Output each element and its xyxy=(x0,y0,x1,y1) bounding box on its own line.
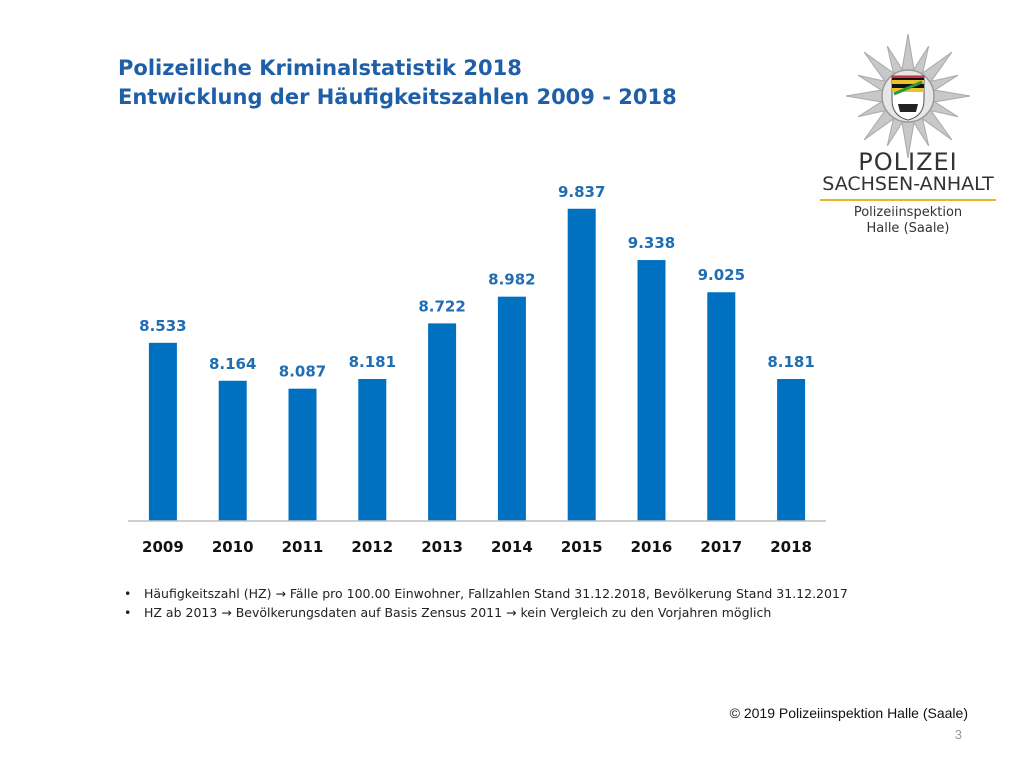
logo-divider xyxy=(820,199,996,201)
data-label-2009: 8.533 xyxy=(139,317,186,335)
bar-2012 xyxy=(358,379,387,521)
data-label-2013: 8.722 xyxy=(418,297,465,315)
x-tick-2016: 2016 xyxy=(631,538,673,556)
bar-2009 xyxy=(148,342,177,521)
data-label-2011: 8.087 xyxy=(279,363,326,381)
data-label-2014: 8.982 xyxy=(488,271,535,289)
footnote-1: Häufigkeitszahl (HZ) → Fälle pro 100.00 … xyxy=(124,584,848,603)
x-tick-2018: 2018 xyxy=(770,538,812,556)
x-tick-2012: 2012 xyxy=(351,538,393,556)
x-tick-2017: 2017 xyxy=(700,538,742,556)
logo-text-state: SACHSEN-ANHALT xyxy=(822,173,994,195)
bar-2016 xyxy=(637,260,666,521)
logo-subtitle-line-2: Halle (Saale) xyxy=(866,221,950,236)
logo-subtitle-line-1: Polizeiinspektion xyxy=(853,205,963,220)
footnotes: Häufigkeitszahl (HZ) → Fälle pro 100.00 … xyxy=(124,584,848,622)
police-star-logo-icon xyxy=(845,33,971,159)
data-label-2015: 9.837 xyxy=(558,183,605,201)
data-label-2018: 8.181 xyxy=(767,353,814,371)
page-number: 3 xyxy=(954,727,962,742)
x-tick-2015: 2015 xyxy=(561,538,603,556)
data-label-2016: 9.338 xyxy=(628,234,675,252)
bar-2017 xyxy=(707,292,736,521)
logo-subtitle: Polizeiinspektion Halle (Saale) xyxy=(818,205,998,237)
x-tick-2009: 2009 xyxy=(142,538,184,556)
data-label-2012: 8.181 xyxy=(349,353,396,371)
title-line-1: Polizeiliche Kriminalstatistik 2018 xyxy=(118,56,522,80)
data-label-2010: 8.164 xyxy=(209,355,256,373)
slide-title: Polizeiliche Kriminalstatistik 2018 Entw… xyxy=(118,54,677,112)
x-tick-2014: 2014 xyxy=(491,538,533,556)
x-tick-2013: 2013 xyxy=(421,538,463,556)
title-line-2: Entwicklung der Häufigkeitszahlen 2009 -… xyxy=(118,85,677,109)
bar-2015 xyxy=(567,208,596,522)
x-tick-labels-group: 2009 2010 2011 2012 2013 2014 2015 2016 2017 2018 xyxy=(142,538,812,556)
bar-2018 xyxy=(777,379,806,521)
bars-group xyxy=(148,208,806,522)
copyright-text: © 2019 Polizeiinspektion Halle (Saale) xyxy=(729,705,968,721)
bar-2010 xyxy=(218,380,247,521)
data-label-2017: 9.025 xyxy=(698,266,745,284)
logo-text-polizei: POLIZEI xyxy=(858,148,958,176)
x-tick-2010: 2010 xyxy=(212,538,254,556)
bar-2011 xyxy=(288,388,317,521)
x-tick-2011: 2011 xyxy=(282,538,324,556)
bar-2014 xyxy=(497,296,526,521)
bar-2013 xyxy=(428,323,457,521)
data-labels-group: 8.533 8.164 8.087 8.181 8.722 8.982 9.837 9.338… xyxy=(139,183,815,381)
footnote-2: HZ ab 2013 → Bevölkerungsdaten auf Basis… xyxy=(124,603,848,622)
